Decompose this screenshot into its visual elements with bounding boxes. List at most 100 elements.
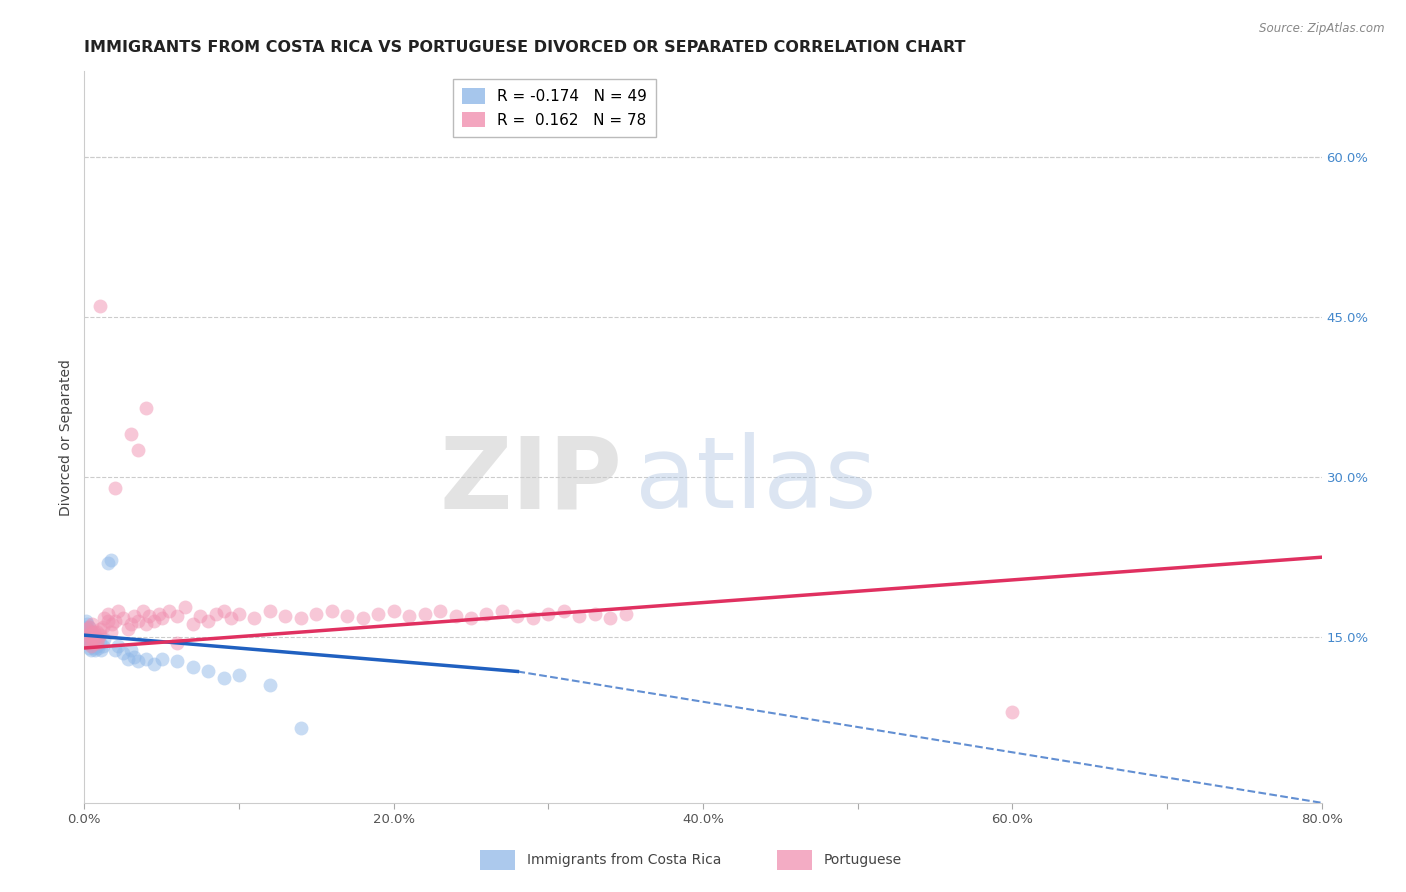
Point: [82, 639, 104, 653]
Point: [166, 654, 188, 668]
Point: [89, 628, 111, 642]
Point: [382, 604, 405, 618]
Text: atlas: atlas: [636, 433, 876, 530]
Point: [135, 651, 157, 665]
Point: [228, 667, 250, 681]
Point: [77, 619, 100, 633]
Point: [91, 619, 114, 633]
Point: [522, 611, 544, 625]
Point: [86, 632, 108, 647]
Point: [107, 639, 129, 653]
Point: [75, 619, 97, 633]
Point: [274, 609, 297, 624]
Point: [76, 622, 98, 636]
Point: [76, 628, 98, 642]
Point: [181, 660, 204, 674]
Point: [120, 617, 142, 632]
Point: [79, 635, 101, 649]
Point: [82, 617, 104, 632]
Point: [413, 607, 436, 621]
Text: ZIP: ZIP: [440, 433, 623, 530]
Point: [135, 617, 157, 632]
Point: [84, 643, 107, 657]
Point: [83, 635, 105, 649]
Point: [79, 624, 101, 639]
Point: [506, 609, 529, 624]
Point: [127, 443, 149, 458]
Point: [75, 614, 97, 628]
Point: [104, 643, 127, 657]
Point: [83, 624, 105, 639]
Point: [228, 607, 250, 621]
Point: [93, 611, 115, 625]
Y-axis label: Divorced or Separated: Divorced or Separated: [59, 359, 73, 516]
Point: [89, 622, 111, 636]
Point: [1001, 705, 1024, 719]
Text: Portuguese: Portuguese: [824, 853, 901, 867]
Point: [188, 609, 211, 624]
Point: [83, 640, 105, 655]
Point: [181, 617, 204, 632]
Point: [104, 614, 127, 628]
Point: [143, 614, 166, 628]
Point: [112, 611, 135, 625]
Point: [132, 604, 155, 618]
Point: [86, 639, 108, 653]
Point: [77, 640, 100, 655]
Point: [150, 651, 173, 665]
Point: [429, 604, 451, 618]
Point: [143, 657, 166, 671]
Point: [76, 617, 98, 632]
Point: [87, 632, 110, 647]
Point: [259, 604, 281, 618]
Point: [96, 614, 118, 628]
Point: [117, 622, 139, 636]
Point: [79, 628, 101, 642]
Point: [79, 643, 101, 657]
Point: [96, 556, 118, 570]
Point: [336, 609, 359, 624]
Point: [100, 624, 122, 639]
Point: [75, 632, 97, 647]
Point: [100, 553, 122, 567]
Point: [166, 635, 188, 649]
Point: [475, 607, 498, 621]
Point: [76, 635, 98, 649]
Point: [352, 611, 374, 625]
Point: [90, 643, 112, 657]
Point: [135, 401, 157, 415]
Point: [166, 609, 188, 624]
Point: [212, 604, 235, 618]
Point: [79, 639, 101, 653]
Point: [290, 721, 312, 735]
Point: [150, 611, 173, 625]
Point: [120, 427, 142, 442]
Point: [243, 611, 266, 625]
Point: [77, 619, 100, 633]
Point: [76, 632, 98, 647]
Point: [127, 654, 149, 668]
Point: [212, 671, 235, 685]
Point: [583, 607, 606, 621]
Point: [120, 643, 142, 657]
Point: [84, 635, 107, 649]
Point: [76, 628, 98, 642]
Point: [127, 614, 149, 628]
Point: [82, 632, 104, 647]
Point: [553, 604, 575, 618]
Text: Immigrants from Costa Rica: Immigrants from Costa Rica: [527, 853, 721, 867]
Point: [148, 607, 170, 621]
Point: [614, 607, 637, 621]
Point: [107, 604, 129, 618]
Point: [568, 609, 591, 624]
Point: [259, 678, 281, 692]
Point: [491, 604, 513, 618]
Point: [82, 632, 104, 647]
Point: [112, 646, 135, 660]
Point: [77, 624, 100, 639]
Point: [93, 632, 115, 647]
Text: Source: ZipAtlas.com: Source: ZipAtlas.com: [1260, 22, 1385, 36]
Point: [197, 665, 219, 679]
Point: [367, 607, 389, 621]
Point: [122, 609, 145, 624]
